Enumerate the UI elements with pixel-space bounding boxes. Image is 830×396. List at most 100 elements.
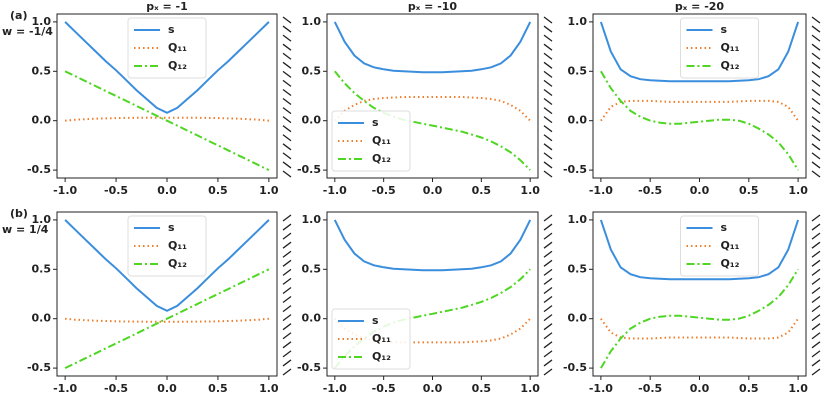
director-mark — [811, 88, 821, 96]
director-mark — [811, 232, 821, 240]
director-mark — [282, 314, 292, 322]
director-mark — [543, 34, 553, 42]
director-mark — [811, 170, 821, 178]
director-mark — [282, 143, 292, 151]
director-mark — [543, 323, 553, 331]
x-tick-label: 0.5 — [739, 184, 759, 197]
director-mark — [543, 107, 553, 115]
director-mark — [282, 152, 292, 160]
x-tick-label: -1.0 — [589, 382, 613, 395]
director-mark — [282, 134, 292, 142]
director-mark — [543, 125, 553, 133]
director-mark — [282, 125, 292, 133]
director-mark — [811, 143, 821, 151]
legend-label: s — [372, 116, 379, 129]
panel-title: pₓ = -1 — [146, 0, 188, 13]
x-tick-label: 0.5 — [472, 382, 492, 395]
x-tick-label: 1.0 — [520, 184, 540, 197]
series-line — [600, 268, 799, 369]
director-mark — [282, 161, 292, 169]
y-tick-label: 0.5 — [302, 64, 322, 77]
legend-box — [127, 17, 207, 79]
series-line — [600, 318, 799, 340]
legend-label: s — [168, 23, 175, 36]
x-tick-label: -0.5 — [638, 382, 662, 395]
director-mark — [811, 79, 821, 87]
legend-label: Q₁₁ — [721, 41, 740, 54]
director-mark — [811, 314, 821, 322]
y-tick-label: 0.5 — [32, 64, 52, 77]
director-mark — [282, 259, 292, 267]
director-mark — [543, 232, 553, 240]
series-line — [599, 21, 800, 83]
y-tick-label: 0.0 — [568, 312, 588, 325]
x-tick-label: -0.5 — [372, 184, 396, 197]
director-mark — [282, 34, 292, 42]
x-tick-label: -1.0 — [323, 382, 347, 395]
director-mark — [543, 223, 553, 231]
director-mark — [543, 268, 553, 276]
y-tick-label: 0.5 — [568, 262, 588, 275]
director-mark — [282, 61, 292, 69]
y-tick-label: 0.0 — [32, 114, 52, 127]
director-mark — [811, 16, 821, 24]
panel-title: pₓ = -10 — [408, 0, 458, 13]
y-tick-label: 1.0 — [568, 15, 588, 28]
x-tick-label: -1.0 — [53, 382, 77, 395]
x-tick-label: 0.5 — [208, 382, 228, 395]
director-mark — [543, 79, 553, 87]
director-mark — [543, 25, 553, 33]
x-tick-label: 1.0 — [520, 382, 540, 395]
y-tick-label: -0.5 — [27, 361, 51, 374]
director-mark — [282, 368, 292, 376]
legend-box — [680, 215, 759, 277]
y-tick-label: 0.5 — [32, 262, 52, 275]
y-tick-label: 1.0 — [32, 15, 52, 28]
x-tick-label: -0.5 — [104, 184, 128, 197]
director-mark — [811, 268, 821, 276]
director-mark — [811, 277, 821, 285]
legend-box — [127, 215, 207, 277]
director-mark — [282, 170, 292, 178]
legend-label: Q₁₂ — [721, 59, 740, 72]
director-mark — [543, 359, 553, 367]
director-mark — [282, 232, 292, 240]
director-mark — [811, 350, 821, 358]
director-mark — [811, 323, 821, 331]
director-mark — [543, 116, 553, 124]
director-mark — [282, 305, 292, 313]
x-tick-label: 0.0 — [690, 382, 710, 395]
y-tick-label: 1.0 — [302, 15, 322, 28]
x-tick-label: -0.5 — [104, 382, 128, 395]
legend-box — [331, 308, 411, 370]
legend-label: s — [721, 23, 728, 36]
director-mark — [543, 214, 553, 222]
director-mark — [811, 359, 821, 367]
director-mark — [282, 52, 292, 60]
legend-label: s — [168, 221, 175, 234]
x-tick-label: -1.0 — [589, 184, 613, 197]
legend-label: Q₁₂ — [372, 152, 391, 165]
series-line — [334, 268, 531, 369]
director-mark — [811, 43, 821, 51]
y-tick-label: -0.5 — [27, 163, 51, 176]
director-mark — [811, 107, 821, 115]
y-tick-label: 0.0 — [302, 312, 322, 325]
director-mark — [543, 143, 553, 151]
director-mark — [282, 98, 292, 106]
director-mark — [543, 161, 553, 169]
x-tick-label: 0.0 — [423, 184, 443, 197]
director-mark — [543, 286, 553, 294]
director-mark — [811, 241, 821, 249]
director-mark — [811, 52, 821, 60]
y-tick-label: -0.5 — [297, 361, 321, 374]
y-tick-label: 1.0 — [32, 213, 52, 226]
director-mark — [543, 368, 553, 376]
y-tick-label: -0.5 — [563, 163, 587, 176]
x-tick-label: 1.0 — [788, 184, 808, 197]
series-line — [334, 96, 531, 122]
row-label: w = 1/4 — [2, 223, 49, 236]
series-line — [334, 70, 531, 171]
legend-box — [680, 17, 759, 79]
legend-label: Q₁₁ — [721, 239, 740, 252]
